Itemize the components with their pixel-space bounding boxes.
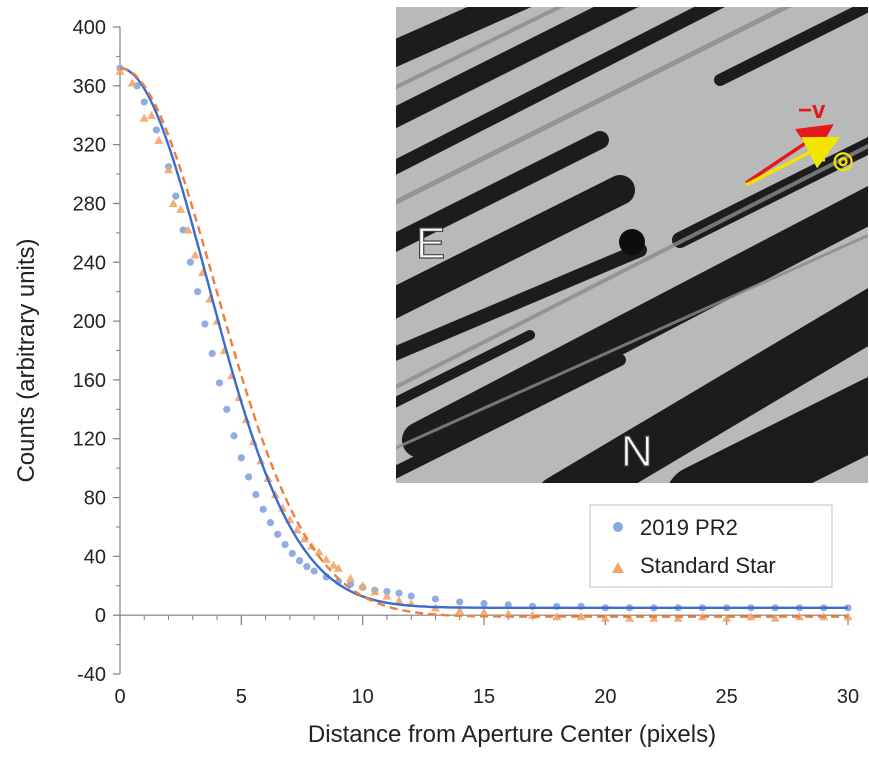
data-point [274, 530, 282, 538]
y-tick-label: 160 [73, 370, 106, 392]
data-point [295, 557, 304, 565]
legend: 2019 PR2 Standard Star [589, 504, 833, 588]
data-point [237, 454, 245, 462]
y-tick-label: 120 [73, 429, 106, 451]
legend-label-2019-pr2: 2019 PR2 [640, 515, 738, 540]
y-tick-label: -40 [77, 664, 106, 686]
data-point [259, 505, 267, 513]
data-point [176, 204, 186, 213]
data-point [215, 379, 224, 387]
data-point [746, 612, 756, 621]
minus-sun-arrow [745, 136, 841, 187]
series-standard-star [115, 66, 853, 622]
data-point [172, 192, 180, 200]
y-tick-label: 360 [73, 76, 106, 98]
data-point [230, 432, 238, 440]
inset-image: −v − ◎ E N [396, 7, 868, 483]
data-point [370, 587, 380, 596]
y-tick-label: 320 [73, 135, 106, 157]
data-point [168, 198, 178, 208]
data-point [208, 349, 216, 358]
data-point [358, 581, 368, 590]
x-tick-label: 15 [473, 686, 495, 708]
data-point [288, 549, 296, 558]
y-tick-label: 400 [73, 17, 106, 39]
data-point [770, 613, 780, 622]
data-point [552, 612, 562, 621]
data-point [266, 518, 275, 527]
y-tick-label: 80 [84, 488, 106, 510]
legend-marker-2019-pr2 [613, 522, 623, 532]
data-point [480, 599, 488, 608]
data-point [183, 225, 193, 234]
data-point [303, 563, 311, 571]
data-point [394, 595, 404, 605]
legend-label-standard-star: Standard Star [640, 553, 776, 578]
x-tick-label: 30 [837, 686, 859, 708]
data-point [576, 612, 586, 621]
y-tick-label: 240 [73, 252, 106, 274]
legend-box [589, 504, 833, 588]
data-series [115, 64, 853, 622]
y-tick-label: 280 [73, 193, 106, 215]
y-tick-label: 40 [84, 546, 106, 568]
data-point [147, 110, 157, 119]
data-point [252, 491, 260, 499]
data-point [154, 135, 164, 144]
fit-curve-2019-pr2 [119, 67, 848, 609]
legend-marker-standard-star [612, 562, 624, 573]
x-tick-label: 25 [716, 686, 738, 708]
data-point [382, 591, 392, 600]
y-axis-title: Counts (arbitrary units) [13, 238, 40, 482]
x-axis-title: Distance from Aperture Center (pixels) [308, 721, 716, 748]
x-tick-label: 0 [114, 686, 125, 708]
data-point [431, 595, 440, 603]
data-point [194, 288, 202, 296]
data-point [455, 606, 465, 615]
minus-sun-label: − ◎ [812, 147, 854, 174]
data-point [140, 98, 148, 106]
y-tick-label: 200 [73, 311, 106, 333]
data-point [201, 320, 209, 328]
x-tick-label: 20 [594, 686, 616, 708]
target-point-source [619, 229, 645, 255]
data-point [329, 560, 339, 569]
north-label: N [621, 427, 653, 476]
data-point [223, 405, 231, 413]
data-point [456, 598, 464, 606]
minus-v-label: −v [798, 97, 826, 124]
data-point [314, 547, 324, 556]
data-point [190, 250, 200, 259]
data-point [281, 541, 289, 549]
y-tick-label: 0 [95, 605, 106, 627]
data-point [186, 258, 194, 266]
data-point [479, 607, 489, 616]
data-point [245, 473, 253, 481]
data-point [722, 613, 732, 622]
data-point [127, 78, 137, 87]
x-tick-label: 10 [352, 686, 374, 708]
data-point [600, 613, 610, 622]
data-point [115, 66, 125, 75]
data-point [292, 525, 302, 534]
east-label: E [416, 219, 445, 268]
data-point [503, 609, 513, 618]
data-point [321, 554, 331, 563]
data-point [164, 165, 174, 174]
data-point [310, 567, 318, 575]
data-point [152, 126, 160, 134]
data-point [407, 592, 415, 600]
data-point [333, 563, 343, 572]
star-trails [396, 7, 868, 483]
data-point [346, 573, 356, 583]
data-point [139, 113, 149, 122]
fit-curve-standard-star [119, 67, 848, 618]
x-tick-label: 5 [236, 686, 247, 708]
data-point [395, 589, 403, 597]
axes: -40 0 40 80 120 160 200 240 280 320 360 400 0 5 10 15 20… [13, 17, 859, 748]
